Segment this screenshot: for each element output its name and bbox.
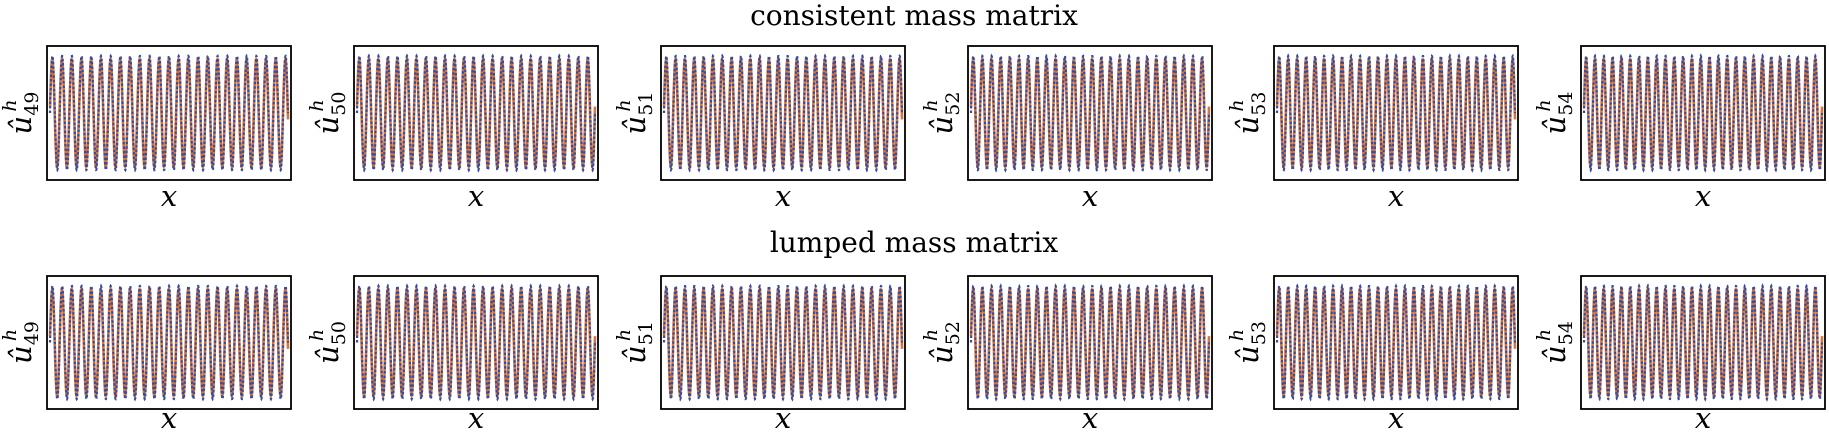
row-title-1: consistent mass matrix — [750, 0, 1078, 32]
row-title-2: lumped mass matrix — [770, 226, 1059, 259]
x-axis-label: x — [161, 179, 177, 213]
x-axis-label: x — [1082, 401, 1098, 434]
x-axis-label: x — [468, 179, 484, 213]
panel-1-6: û54h x — [1533, 45, 1826, 213]
series-1-line — [662, 283, 904, 402]
x-axis-label: x — [775, 179, 791, 213]
panel-2-2: û50h x — [306, 275, 599, 434]
x-axis-label: x — [1388, 179, 1404, 213]
series-1-line — [1582, 53, 1824, 173]
x-axis-label: x — [1082, 179, 1098, 213]
y-axis-label: û51h — [613, 321, 657, 364]
series-1-line — [355, 53, 597, 173]
panel-1-3: û51h x — [613, 45, 906, 213]
y-axis-label: û52h — [920, 321, 964, 364]
x-axis-label: x — [775, 401, 791, 434]
panel-1-2: û50h x — [306, 45, 599, 213]
panel-frame — [660, 275, 906, 410]
y-axis-label: û51h — [613, 92, 657, 135]
series-1-line — [1275, 53, 1517, 173]
x-axis-label: x — [1388, 401, 1404, 434]
panel-1-1: û49h x — [0, 45, 292, 213]
y-axis-label: û54h — [1533, 321, 1577, 364]
panel-frame — [46, 45, 292, 181]
series-1-line — [48, 283, 290, 402]
x-axis-label: x — [1695, 179, 1711, 213]
y-axis-label: û50h — [306, 321, 350, 364]
panel-1-5: û53h x — [1226, 45, 1519, 213]
y-axis-label: û50h — [306, 92, 350, 135]
y-axis-label: û53h — [1226, 321, 1270, 364]
series-2-line — [969, 56, 1211, 170]
panel-frame — [353, 275, 599, 410]
panel-2-5: û53h x — [1226, 275, 1519, 434]
x-axis-label: x — [1695, 401, 1711, 434]
series-1-line — [1275, 283, 1517, 402]
series-1-line — [48, 53, 290, 173]
panel-frame — [1580, 45, 1826, 181]
x-axis-label: x — [468, 401, 484, 434]
panel-frame — [660, 45, 906, 181]
panel-1-4: û52h x — [920, 45, 1213, 213]
series-1-line — [355, 283, 597, 402]
panel-frame — [1580, 275, 1826, 410]
panel-2-6: û54h x — [1533, 275, 1826, 434]
panel-2-4: û52h x — [920, 275, 1213, 434]
panel-2-1: û49h x — [0, 275, 292, 434]
panel-frame — [1273, 275, 1519, 410]
x-axis-label: x — [161, 401, 177, 434]
panel-2-3: û51h x — [613, 275, 906, 434]
panel-frame — [353, 45, 599, 181]
panel-frame — [967, 45, 1213, 181]
series-1-line — [969, 283, 1211, 402]
panel-frame — [46, 275, 292, 410]
series-1-line — [969, 53, 1211, 173]
y-axis-label: û52h — [920, 92, 964, 135]
y-axis-label: û54h — [1533, 92, 1577, 135]
series-1-line — [1582, 283, 1824, 402]
panel-frame — [967, 275, 1213, 410]
panel-frame — [1273, 45, 1519, 181]
series-1-line — [662, 53, 904, 173]
y-axis-label: û49h — [0, 321, 43, 364]
y-axis-label: û49h — [0, 92, 43, 135]
y-axis-label: û53h — [1226, 92, 1270, 135]
